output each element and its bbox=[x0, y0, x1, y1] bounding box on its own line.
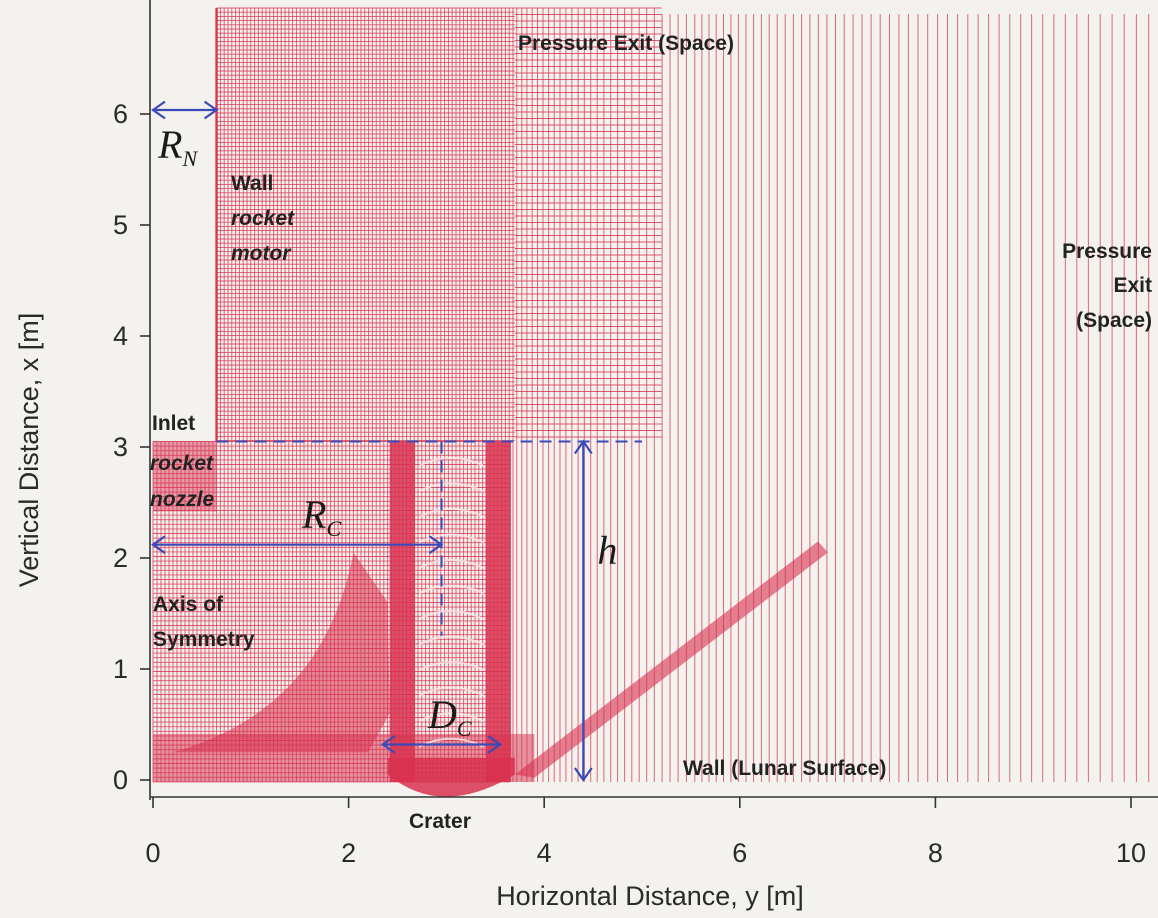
inlet-line3: nozzle bbox=[150, 488, 214, 511]
wall-motor-line2: rocket bbox=[231, 207, 295, 230]
arrow-head bbox=[574, 767, 593, 782]
height-arrow bbox=[574, 439, 593, 782]
mesh-refinement-inlet bbox=[153, 441, 217, 512]
y-tick-label: 6 bbox=[113, 99, 128, 129]
axes: 0 1 2 3 4 5 6 0 2 4 6 8 10 bbox=[113, 0, 1158, 868]
x-tick-label: 8 bbox=[928, 838, 943, 868]
y-tick-label: 1 bbox=[113, 654, 128, 684]
mesh-crater-arcs bbox=[418, 456, 484, 748]
pressure-exit-right-line2: Exit bbox=[1113, 274, 1152, 297]
wall-lunar-surface-label: Wall (Lunar Surface) bbox=[683, 757, 886, 780]
y-tick-label: 2 bbox=[113, 543, 128, 573]
arrow-head bbox=[151, 535, 166, 554]
x-tick-label: 10 bbox=[1116, 838, 1146, 868]
y-tick-label: 4 bbox=[113, 321, 128, 351]
inlet-line2: rocket bbox=[150, 452, 214, 475]
pressure-exit-right-line1: Pressure bbox=[1062, 240, 1152, 263]
y-tick-label: 3 bbox=[113, 432, 128, 462]
axis-symmetry-line2: Symmetry bbox=[153, 628, 255, 651]
inlet-line1: Inlet bbox=[152, 412, 195, 435]
arrow-head bbox=[151, 100, 166, 120]
crater-diameter-arrow bbox=[380, 735, 503, 754]
pressure-exit-right-line3: (Space) bbox=[1076, 309, 1152, 332]
mesh-plume-refinement bbox=[172, 552, 390, 753]
wall-motor-line3: motor bbox=[231, 242, 292, 265]
arrow-head bbox=[380, 735, 396, 754]
arrow-head bbox=[574, 439, 593, 455]
arrow-head bbox=[487, 735, 503, 754]
mesh-refinement-left-wall bbox=[389, 441, 416, 782]
mesh-vertical-lines bbox=[152, 8, 1150, 782]
x-axis-title: Horizontal Distance, y [m] bbox=[496, 881, 804, 911]
x-tick-label: 0 bbox=[145, 838, 160, 868]
x-tick-label: 2 bbox=[341, 838, 356, 868]
crater-radius-label: RC bbox=[301, 492, 341, 541]
axis-symmetry-line1: Axis of bbox=[153, 593, 224, 616]
crater-label: Crater bbox=[409, 810, 471, 833]
mesh-crater-bowl bbox=[387, 757, 515, 797]
y-tick-label: 0 bbox=[113, 765, 128, 795]
arrow-head bbox=[203, 100, 219, 120]
mesh-refinement-right-wall bbox=[485, 441, 511, 782]
x-tick-label: 4 bbox=[537, 838, 552, 868]
wall-motor-line1: Wall bbox=[231, 172, 273, 195]
mesh-grid bbox=[152, 7, 1150, 797]
y-tick-label: 5 bbox=[113, 210, 128, 240]
y-axis-title: Vertical Distance, x [m] bbox=[14, 313, 44, 588]
pressure-exit-top-label: Pressure Exit (Space) bbox=[518, 32, 734, 55]
nozzle-radius-arrow bbox=[151, 100, 219, 120]
height-label: h bbox=[597, 528, 617, 573]
nozzle-radius-label: RN bbox=[157, 122, 198, 171]
x-tick-label: 6 bbox=[732, 838, 747, 868]
mesh-diagonal-streak bbox=[514, 541, 828, 778]
